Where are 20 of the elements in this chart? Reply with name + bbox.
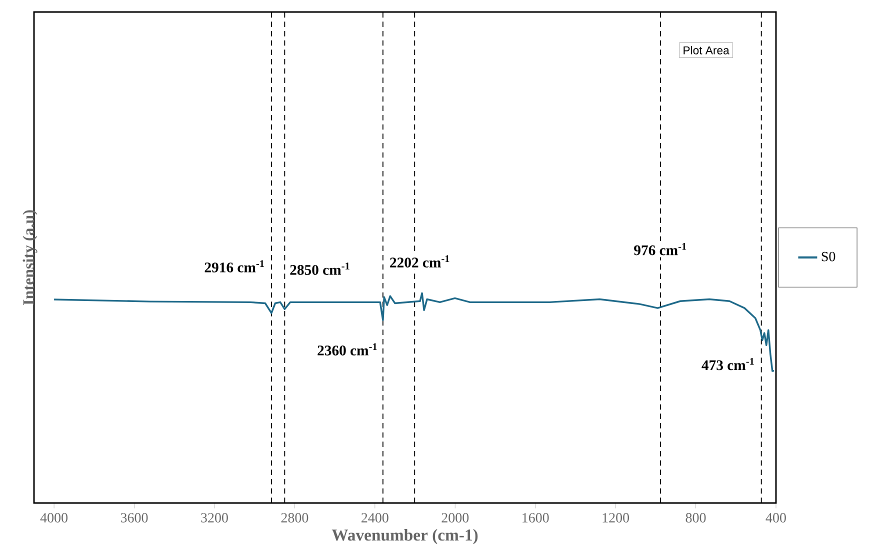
ref-line-label: 473 cm$^{-1}$ (702, 358, 754, 370)
x-tick-label: 2400 (362, 513, 388, 522)
ref-line-label: 2850 cm$^{-1}$ (290, 262, 350, 275)
ref-line-label: 2916 cm$^{-1}$ (204, 260, 264, 272)
x-tick-label: 3200 (201, 513, 228, 522)
y-axis-title: Intensity (a.u) (22, 210, 38, 305)
ref-line-label: 2360 cm$^{-1}$ (318, 343, 377, 356)
x-tick-label: 1200 (602, 513, 630, 522)
ref-line-label: 976 cm$^{-1}$ (634, 243, 686, 256)
ref-line-label: 2202 cm$^{-1}$ (390, 255, 450, 268)
legend-label: S0 (822, 252, 836, 262)
x-tick-label: 400 (766, 513, 786, 522)
x-tick-label: 2800 (281, 513, 308, 522)
x-tick-label: 1600 (522, 513, 549, 522)
x-tick-label: 3600 (120, 513, 148, 522)
x-axis-title: Wavenumber (cm-1) (332, 528, 478, 544)
x-tick-label: 4000 (40, 513, 68, 522)
x-tick-label: 800 (686, 513, 706, 522)
text: Plot Area (684, 46, 730, 54)
x-tick-label: 2000 (442, 513, 469, 522)
